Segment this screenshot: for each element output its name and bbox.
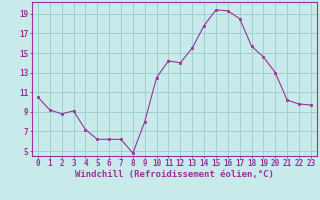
X-axis label: Windchill (Refroidissement éolien,°C): Windchill (Refroidissement éolien,°C) <box>75 170 274 179</box>
